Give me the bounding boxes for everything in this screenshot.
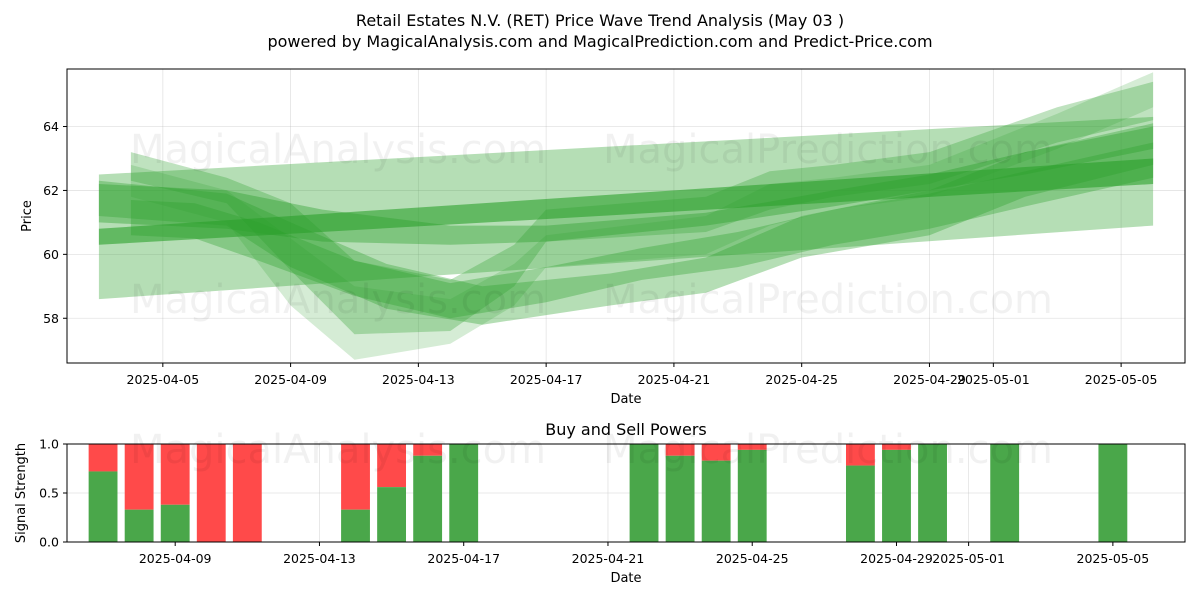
price-y-tick-label: 58 [43, 311, 59, 326]
buy-sell-x-tick-label: 2025-04-17 [427, 551, 500, 566]
chart-subtitle: powered by MagicalAnalysis.com and Magic… [267, 32, 932, 51]
buy-power-bar [377, 487, 407, 542]
sell-power-bar [377, 444, 407, 488]
buy-power-bar [160, 504, 190, 542]
price-x-tick-label: 2025-04-05 [127, 372, 200, 387]
sell-power-bar [665, 444, 695, 456]
buy-power-bar [990, 444, 1020, 542]
buy-sell-x-tick-label: 2025-04-21 [572, 551, 645, 566]
buy-sell-y-tick-label: 0.0 [39, 535, 59, 550]
price-x-tick-label: 2025-05-01 [957, 372, 1030, 387]
sell-power-bar [124, 444, 154, 510]
price-x-tick-label: 2025-04-17 [510, 372, 583, 387]
buy-power-bar [413, 455, 443, 542]
price-y-tick-label: 64 [43, 119, 59, 134]
buy-sell-watermarks: MagicalAnalysis.com MagicalPrediction.com [130, 427, 1053, 473]
buy-power-bar [88, 471, 118, 542]
buy-power-bar [737, 449, 767, 542]
buy-power-bar [124, 509, 154, 542]
buy-power-bar [665, 455, 695, 542]
buy-power-bar [918, 444, 947, 542]
buy-sell-x-tick-label: 2025-05-01 [932, 551, 1005, 566]
price-x-tick-label: 2025-04-13 [382, 372, 455, 387]
price-wave-band [130, 142, 1154, 319]
buy-sell-x-tick-label: 2025-04-13 [283, 551, 356, 566]
watermark-text: MagicalAnalysis.com [130, 427, 546, 473]
buy-sell-x-axis-label: Date [610, 571, 641, 586]
price-x-tick-label: 2025-04-21 [638, 372, 711, 387]
price-grid [67, 69, 1185, 363]
buy-sell-y-tick-label: 0.5 [39, 486, 59, 501]
sell-power-bar [232, 444, 262, 542]
sell-power-bar [701, 444, 731, 461]
buy-sell-x-tick-label: 2025-04-29 [860, 551, 933, 566]
price-x-ticks: 2025-04-05 2025-04-09 2025-04-13 2025-04-17… [127, 363, 1158, 387]
buy-sell-x-tick-label: 2025-04-09 [139, 551, 212, 566]
price-x-axis-label: Date [610, 392, 641, 407]
buy-sell-y-ticks: 0.0 0.5 1.0 [39, 437, 67, 550]
buy-power-bar [1098, 444, 1128, 542]
price-x-tick-label: 2025-04-25 [765, 372, 838, 387]
buy-power-bar [845, 465, 875, 542]
sell-power-bar [88, 444, 118, 472]
sell-power-bar [160, 444, 190, 505]
sell-power-bar [845, 444, 875, 466]
price-wave-chart: MagicalAnalysis.com MagicalPrediction.com… [20, 68, 1186, 407]
sell-power-bar [737, 444, 767, 450]
buy-sell-x-tick-label: 2025-05-05 [1077, 551, 1150, 566]
buy-power-bar [629, 444, 659, 542]
buy-sell-bars [88, 444, 1128, 542]
buy-power-bar [882, 449, 911, 542]
price-y-tick-label: 60 [43, 247, 59, 262]
sell-power-bar [341, 444, 370, 510]
price-x-tick-label: 2025-05-05 [1085, 372, 1158, 387]
buy-power-bar [341, 509, 370, 542]
price-wave-band [98, 123, 1154, 325]
price-y-tick-label: 62 [43, 183, 59, 198]
buy-sell-y-tick-label: 1.0 [39, 437, 59, 452]
watermark-text: MagicalAnalysis.com [130, 277, 546, 323]
sell-power-bar [413, 444, 443, 456]
watermark-text: MagicalPrediction.com [603, 277, 1053, 323]
watermark-text: MagicalAnalysis.com [130, 127, 546, 173]
price-wave-band [98, 158, 1154, 245]
price-x-tick-label: 2025-04-29 [893, 372, 966, 387]
buy-sell-x-tick-label: 2025-04-25 [716, 551, 789, 566]
buy-power-bar [449, 444, 479, 542]
price-watermarks: MagicalAnalysis.com MagicalPrediction.com… [130, 127, 1053, 323]
price-y-axis-label: Price [20, 200, 35, 232]
price-plot-frame [66, 68, 1186, 364]
watermark-text: MagicalPrediction.com [603, 127, 1053, 173]
buy-sell-x-ticks: 2025-04-09 2025-04-13 2025-04-17 2025-04-21… [139, 542, 1149, 566]
buy-sell-title: Buy and Sell Powers [545, 420, 707, 439]
price-wave-band [98, 126, 1154, 245]
price-x-tick-label: 2025-04-09 [254, 372, 327, 387]
watermark-text: MagicalPrediction.com [603, 427, 1053, 473]
price-y-ticks: 58 60 62 64 [43, 119, 67, 326]
sell-power-bar [882, 444, 911, 450]
chart-title: Retail Estates N.V. (RET) Price Wave Tre… [356, 11, 844, 30]
buy-sell-y-axis-label: Signal Strength [14, 443, 29, 543]
buy-power-bar [701, 460, 731, 542]
price-wave-band [130, 81, 1154, 335]
sell-power-bar [196, 444, 226, 542]
price-wave-bands [98, 72, 1154, 360]
buy-sell-chart: Buy and Sell Powers MagicalAnalysis.com M… [14, 420, 1186, 586]
